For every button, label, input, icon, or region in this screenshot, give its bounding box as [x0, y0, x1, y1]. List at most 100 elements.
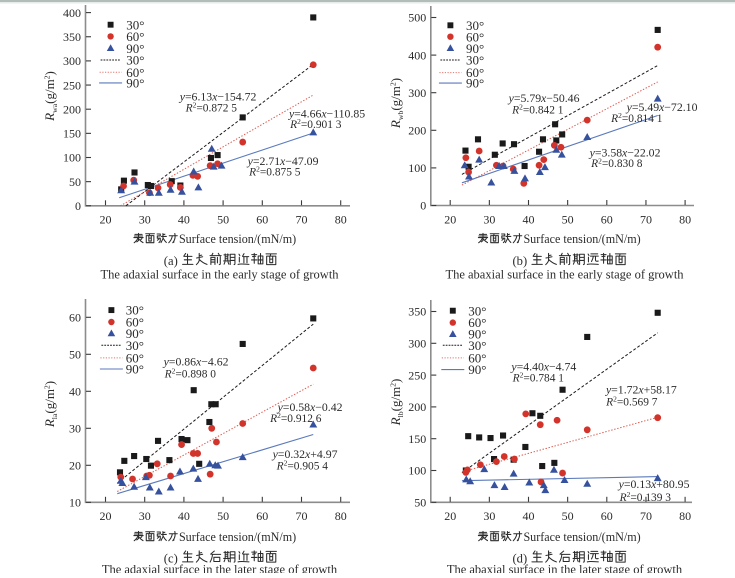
svg-text:4.40: 4.40 — [523, 360, 544, 374]
svg-text:=0.139 3: =0.139 3 — [630, 492, 671, 504]
svg-text:(g/m: (g/m — [42, 389, 57, 414]
svg-text:2: 2 — [598, 156, 602, 165]
svg-text:): ) — [388, 78, 403, 82]
svg-text:30: 30 — [69, 422, 81, 436]
svg-text:30°: 30° — [468, 303, 486, 318]
svg-text:60°: 60° — [126, 29, 144, 44]
svg-text:+4.97: +4.97 — [310, 447, 337, 461]
svg-text:90°: 90° — [126, 362, 144, 377]
svg-text:20: 20 — [100, 213, 112, 227]
svg-text:−50.46: −50.46 — [546, 91, 579, 105]
svg-text:2: 2 — [43, 385, 52, 389]
svg-text:=: = — [278, 447, 285, 461]
svg-text:250: 250 — [63, 78, 81, 92]
svg-text:y: y — [618, 477, 625, 491]
svg-text:2: 2 — [193, 101, 197, 110]
svg-text:200: 200 — [408, 400, 426, 414]
svg-text:300: 300 — [63, 54, 81, 68]
svg-text:90°: 90° — [126, 76, 144, 91]
svg-text:30°: 30° — [466, 18, 484, 33]
svg-text:R: R — [605, 396, 613, 408]
svg-text:40: 40 — [178, 509, 190, 523]
svg-text:60°: 60° — [468, 351, 486, 366]
svg-text:2: 2 — [284, 459, 288, 468]
svg-text:(b): (b) — [512, 254, 527, 268]
svg-text:x: x — [195, 355, 202, 369]
svg-text:30°: 30° — [126, 338, 144, 353]
svg-text:=: = — [253, 154, 260, 168]
svg-text:80: 80 — [679, 212, 691, 226]
svg-text:): ) — [42, 381, 57, 385]
svg-text:R: R — [42, 113, 57, 122]
svg-text:R: R — [610, 113, 618, 125]
svg-text:R: R — [512, 373, 520, 385]
svg-text:R: R — [590, 158, 598, 170]
svg-text:50: 50 — [562, 212, 574, 226]
svg-text:60: 60 — [69, 311, 81, 325]
svg-text:=0.872 5: =0.872 5 — [196, 103, 237, 115]
svg-text:400: 400 — [408, 48, 426, 62]
svg-text:The abaxial surface in the lat: The abaxial surface in the later stage o… — [447, 563, 683, 574]
svg-text:200: 200 — [408, 124, 426, 138]
svg-text:2.71: 2.71 — [260, 154, 281, 168]
svg-text:1.72: 1.72 — [618, 383, 639, 397]
svg-text:80: 80 — [679, 509, 691, 523]
svg-text:40: 40 — [523, 509, 535, 523]
svg-text:50: 50 — [414, 496, 426, 510]
svg-text:50: 50 — [562, 509, 574, 523]
svg-text:wb: wb — [396, 111, 405, 121]
svg-text:60°: 60° — [466, 65, 484, 80]
svg-text:350: 350 — [408, 305, 426, 319]
svg-text:30°: 30° — [468, 338, 486, 353]
svg-text:90°: 90° — [126, 41, 144, 56]
svg-text:R: R — [185, 103, 193, 115]
svg-text:(c): (c) — [164, 552, 178, 566]
svg-text:80: 80 — [335, 213, 347, 227]
svg-text:2: 2 — [389, 383, 398, 387]
svg-text:90°: 90° — [468, 362, 486, 377]
svg-text:x: x — [543, 360, 550, 374]
svg-text:y: y — [589, 146, 596, 160]
svg-text:90°: 90° — [468, 327, 486, 342]
svg-text:2: 2 — [519, 103, 523, 112]
svg-text:0.86: 0.86 — [175, 355, 196, 369]
svg-text:60: 60 — [601, 212, 613, 226]
svg-text:90°: 90° — [466, 76, 484, 91]
svg-text:): ) — [42, 71, 57, 75]
svg-text:150: 150 — [63, 127, 81, 141]
svg-text:=: = — [514, 91, 521, 105]
svg-text:x: x — [621, 146, 628, 160]
svg-text:y: y — [247, 154, 254, 168]
svg-text:(g/m: (g/m — [388, 387, 403, 412]
svg-text:y: y — [163, 355, 170, 369]
svg-text:R: R — [388, 120, 403, 129]
svg-text:300: 300 — [408, 86, 426, 100]
svg-text:60: 60 — [256, 213, 268, 227]
svg-text:2: 2 — [256, 165, 260, 174]
svg-text:la: la — [50, 413, 59, 419]
svg-text:60: 60 — [601, 509, 613, 523]
svg-text:R: R — [289, 119, 297, 131]
svg-text:R: R — [619, 492, 627, 504]
svg-text:30: 30 — [139, 213, 151, 227]
svg-text:20: 20 — [69, 459, 81, 473]
svg-text:=: = — [169, 355, 176, 369]
svg-text:3.58: 3.58 — [602, 146, 623, 160]
svg-text:Surface tension/(mN/m): Surface tension/(mN/m) — [179, 232, 296, 246]
svg-text:2: 2 — [627, 490, 631, 499]
svg-text:=0.569 7: =0.569 7 — [617, 396, 658, 408]
svg-text:50: 50 — [217, 509, 229, 523]
svg-text:y: y — [508, 91, 515, 105]
svg-text:Surface tension/(mN/m): Surface tension/(mN/m) — [179, 530, 296, 544]
svg-text:x: x — [658, 100, 665, 114]
svg-text:−47.09: −47.09 — [285, 154, 318, 168]
svg-text:30: 30 — [139, 509, 151, 523]
svg-text:−154.72: −154.72 — [217, 89, 256, 103]
svg-text:+58.17: +58.17 — [644, 383, 677, 397]
svg-text:150: 150 — [408, 432, 426, 446]
svg-text:90°: 90° — [126, 326, 144, 341]
svg-text:=: = — [632, 100, 639, 114]
svg-text:−22.02: −22.02 — [627, 146, 660, 160]
svg-text:30°: 30° — [126, 303, 144, 318]
svg-text:=0.905 4: =0.905 4 — [287, 461, 328, 473]
